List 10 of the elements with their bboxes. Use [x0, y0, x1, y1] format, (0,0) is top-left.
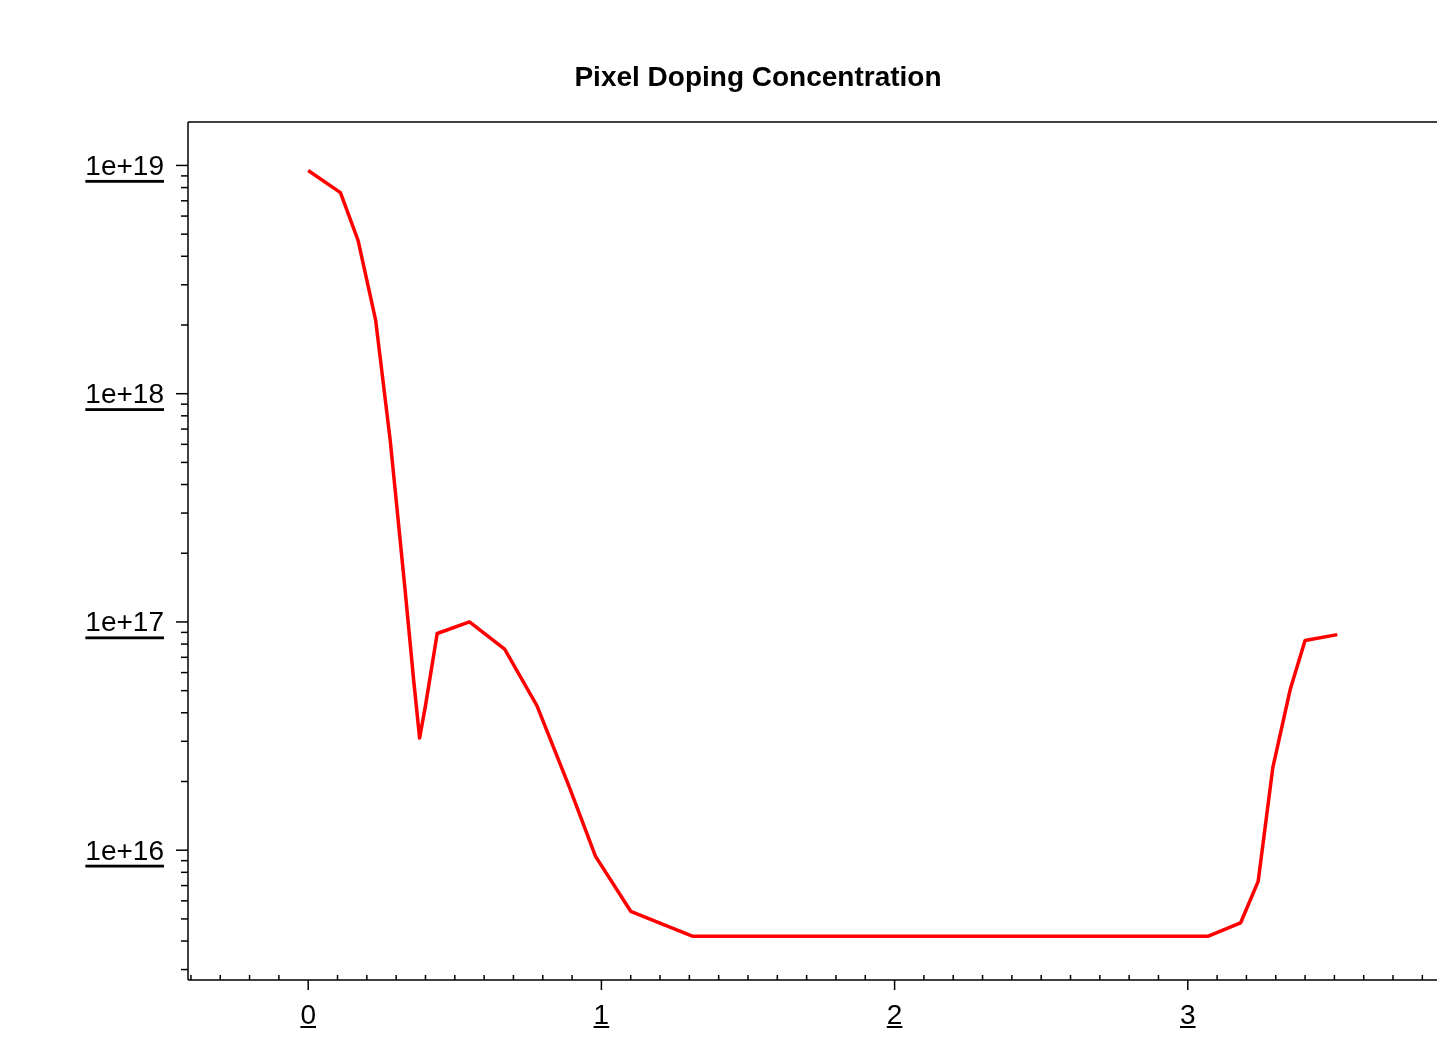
x-tick-label: 2: [886, 999, 903, 1030]
x-tick-label: 1: [593, 999, 610, 1030]
y-tick-label: 1e+17: [85, 606, 164, 638]
line-series: [306, 168, 1340, 938]
y-tick-label: 1e+19: [85, 149, 164, 181]
x-tick-label: 0: [300, 999, 316, 1030]
y-tick-label: 1e+16: [85, 834, 164, 866]
chart-title: Pixel Doping Concentration: [574, 61, 942, 92]
y-tick-label: 1e+18: [85, 378, 164, 410]
x-tick-label: 3: [1180, 999, 1196, 1030]
